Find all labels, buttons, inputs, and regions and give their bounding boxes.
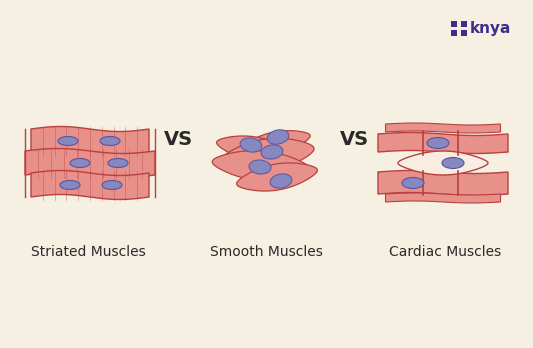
FancyBboxPatch shape — [461, 21, 467, 27]
Polygon shape — [212, 151, 312, 181]
Polygon shape — [220, 138, 314, 172]
Ellipse shape — [102, 181, 122, 190]
Text: knya: knya — [470, 21, 511, 35]
Ellipse shape — [402, 177, 424, 189]
Polygon shape — [385, 123, 500, 133]
FancyBboxPatch shape — [451, 30, 457, 36]
Polygon shape — [216, 136, 293, 162]
Text: VS: VS — [164, 130, 193, 149]
Ellipse shape — [249, 160, 271, 174]
Ellipse shape — [108, 158, 128, 167]
Text: Smooth Muscles: Smooth Muscles — [210, 245, 323, 259]
Polygon shape — [31, 171, 149, 199]
Text: Striated Muscles: Striated Muscles — [30, 245, 146, 259]
Ellipse shape — [270, 174, 292, 188]
Polygon shape — [240, 130, 310, 156]
Polygon shape — [378, 171, 508, 196]
Ellipse shape — [267, 130, 289, 144]
Text: Cardiac Muscles: Cardiac Muscles — [389, 245, 501, 259]
Ellipse shape — [70, 158, 90, 167]
Text: VS: VS — [340, 130, 369, 149]
Ellipse shape — [240, 138, 262, 152]
Polygon shape — [385, 193, 500, 203]
Polygon shape — [378, 133, 508, 153]
Polygon shape — [237, 163, 317, 191]
Polygon shape — [398, 151, 488, 175]
FancyBboxPatch shape — [451, 21, 457, 27]
Ellipse shape — [427, 137, 449, 149]
Polygon shape — [25, 149, 155, 177]
Ellipse shape — [60, 181, 80, 190]
Polygon shape — [31, 127, 149, 156]
Ellipse shape — [100, 136, 120, 145]
Ellipse shape — [58, 136, 78, 145]
Ellipse shape — [442, 158, 464, 168]
Ellipse shape — [261, 145, 283, 159]
FancyBboxPatch shape — [461, 30, 467, 36]
